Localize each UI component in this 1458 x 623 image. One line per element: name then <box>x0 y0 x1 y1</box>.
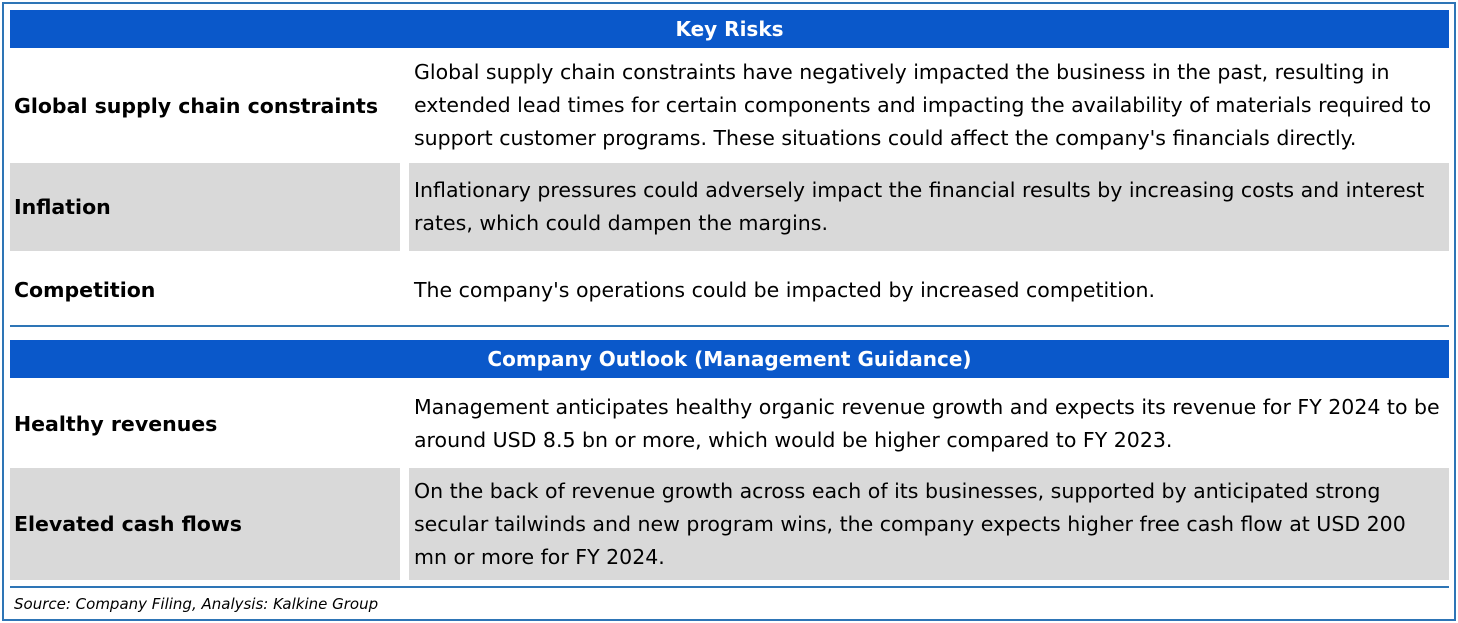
outlook-desc-revenues-text: Management anticipates healthy organic r… <box>414 395 1440 452</box>
risk-desc-competition: The company's operations could be impact… <box>409 258 1449 322</box>
risk-desc-supply-chain-text: Global supply chain constraints have neg… <box>414 60 1432 150</box>
risk-label-supply-chain: Global supply chain constraints <box>14 93 379 118</box>
outlook-desc-revenues: Management anticipates healthy organic r… <box>409 386 1449 462</box>
risk-desc-supply-chain: Global supply chain constraints have neg… <box>409 55 1449 156</box>
outlook-desc-cash-flows: On the back of revenue growth across eac… <box>409 468 1449 580</box>
outlook-header: Company Outlook (Management Guidance) <box>10 340 1449 378</box>
risk-label-competition: Competition <box>14 278 156 302</box>
outlook-label-cash-flows: Elevated cash flows <box>10 468 400 580</box>
outlook-label-revenues: Healthy revenues <box>14 412 218 436</box>
risk-desc-competition-text: The company's operations could be impact… <box>414 277 1155 302</box>
risk-label-inflation: Inflation <box>10 163 400 251</box>
risk-desc-inflation-text: Inflationary pressures could adversely i… <box>414 178 1425 235</box>
source-note: Source: Company Filing, Analysis: Kalkin… <box>14 595 379 613</box>
outlook-desc-cash-flows-text: On the back of revenue growth across eac… <box>414 478 1406 569</box>
section-divider <box>10 325 1449 327</box>
source-divider <box>10 586 1449 588</box>
risk-desc-inflation: Inflationary pressures could adversely i… <box>409 163 1449 251</box>
key-risks-header: Key Risks <box>10 10 1449 48</box>
